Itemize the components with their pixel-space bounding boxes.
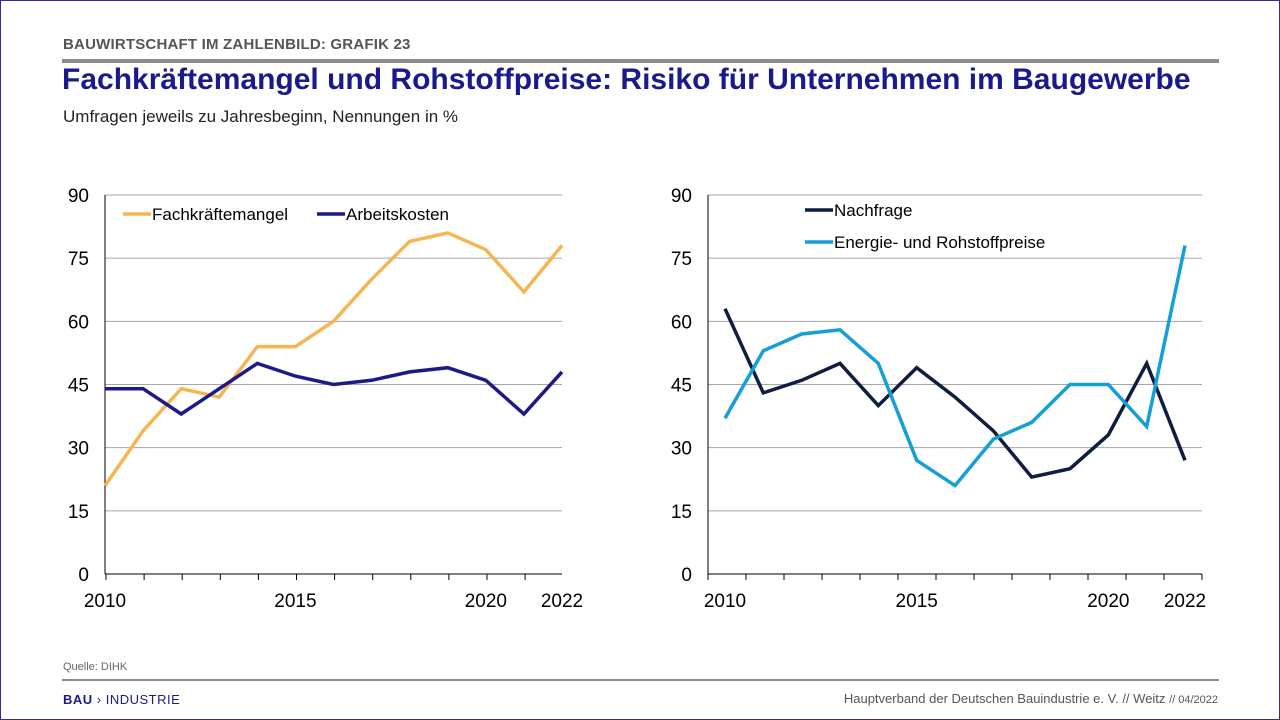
data-point	[142, 429, 145, 432]
x-tick-label: 2020	[1087, 591, 1129, 612]
data-point	[370, 278, 373, 281]
logo-text: INDUSTRIE	[105, 692, 181, 707]
data-point	[762, 349, 765, 352]
data-point	[800, 379, 803, 382]
y-tick-label: 90	[68, 186, 89, 207]
data-point	[1107, 383, 1110, 386]
logo-bold-text: BAU	[63, 692, 93, 707]
data-point	[992, 438, 995, 441]
data-point	[104, 484, 107, 487]
kicker: BAUWIRTSCHAFT IM ZAHLENBILD: GRAFIK 23	[63, 36, 411, 53]
legend-label: Energie- und Rohstoffpreise	[834, 233, 1045, 252]
data-point	[1069, 383, 1072, 386]
y-tick-label: 45	[68, 376, 89, 397]
logo-arrow-icon: ›	[92, 692, 106, 707]
x-tick-label: 2010	[84, 591, 126, 612]
data-point	[446, 366, 449, 369]
data-point	[332, 320, 335, 323]
data-point	[446, 231, 449, 234]
y-tick-label: 0	[681, 565, 692, 586]
data-point	[1030, 421, 1033, 424]
data-point	[992, 429, 995, 432]
y-tick-label: 15	[671, 502, 692, 523]
y-tick-label: 75	[671, 249, 692, 270]
x-tick-label: 2010	[704, 591, 746, 612]
data-point	[800, 332, 803, 335]
data-point	[954, 396, 957, 399]
series-line-1	[105, 361, 564, 417]
data-point	[561, 370, 564, 373]
y-tick-label: 30	[68, 439, 89, 460]
data-point	[1145, 425, 1148, 428]
y-tick-label: 0	[78, 565, 89, 586]
data-point	[218, 387, 221, 390]
data-point	[1184, 244, 1187, 247]
chart-right: 0 15 30 45 60 75 90 2010 2015 2020 2022 Nachfrage En…	[671, 186, 1206, 612]
bottom-rule	[62, 679, 1219, 681]
data-point	[954, 484, 957, 487]
series-line-1	[723, 245, 1187, 488]
x-tick-label: 2022	[1164, 591, 1206, 612]
y-tick-label: 15	[68, 502, 89, 523]
x-tick-label: 2015	[896, 591, 938, 612]
data-point	[180, 412, 183, 415]
data-point	[1107, 434, 1110, 437]
y-tick-label: 60	[671, 312, 692, 333]
x-tick-label: 2022	[541, 591, 583, 612]
y-tick-label: 30	[671, 439, 692, 460]
top-rule	[62, 59, 1219, 63]
data-point	[408, 240, 411, 243]
data-point	[1030, 476, 1033, 479]
data-point	[256, 362, 259, 365]
data-point	[294, 345, 297, 348]
data-point	[762, 391, 765, 394]
data-point	[561, 244, 564, 247]
x-tick-label: 2020	[465, 591, 507, 612]
y-tick-label: 90	[671, 186, 692, 207]
data-point	[104, 387, 107, 390]
data-point	[522, 412, 525, 415]
y-tick-label: 60	[68, 312, 89, 333]
data-point	[839, 362, 842, 365]
chart-left: 0 15 30 45 60 75 90 2010 2015 2020 2022 Fachkräftem…	[68, 186, 583, 612]
data-point	[724, 417, 727, 420]
series-line-0	[103, 231, 564, 487]
data-point	[877, 362, 880, 365]
data-point	[1184, 459, 1187, 462]
data-point	[877, 404, 880, 407]
y-tick-label: 75	[68, 249, 89, 270]
data-point	[724, 307, 727, 310]
x-tick-label: 2015	[274, 591, 316, 612]
data-point	[839, 328, 842, 331]
data-point	[1069, 467, 1072, 470]
data-point	[484, 248, 487, 251]
data-point	[294, 375, 297, 378]
data-point	[408, 370, 411, 373]
legend-label: Fachkräftemangel	[152, 205, 288, 224]
legend-label: Nachfrage	[834, 201, 912, 220]
data-point	[218, 396, 221, 399]
data-point	[522, 290, 525, 293]
data-point	[370, 379, 373, 382]
page-title: Fachkräftemangel und Rohstoffpreise: Ris…	[62, 63, 1191, 96]
data-point	[142, 387, 145, 390]
source-note: Quelle: DIHK	[63, 661, 128, 673]
data-point	[484, 379, 487, 382]
publisher: Hauptverband der Deutschen Bauindustrie …	[843, 691, 1166, 706]
series-line-0	[723, 307, 1187, 480]
y-tick-label: 45	[671, 376, 692, 397]
data-point	[180, 387, 183, 390]
footer-credit: Hauptverband der Deutschen Bauindustrie …	[844, 691, 1218, 706]
subtitle: Umfragen jeweils zu Jahresbeginn, Nennun…	[63, 107, 459, 126]
data-point	[1145, 362, 1148, 365]
data-point	[915, 366, 918, 369]
data-point	[332, 383, 335, 386]
data-point	[915, 459, 918, 462]
data-point	[256, 345, 259, 348]
footer-date: // 04/2022	[1169, 694, 1218, 706]
legend-label: Arbeitskosten	[346, 205, 449, 224]
bauindustrie-logo: BAU › INDUSTRIE	[63, 692, 180, 707]
